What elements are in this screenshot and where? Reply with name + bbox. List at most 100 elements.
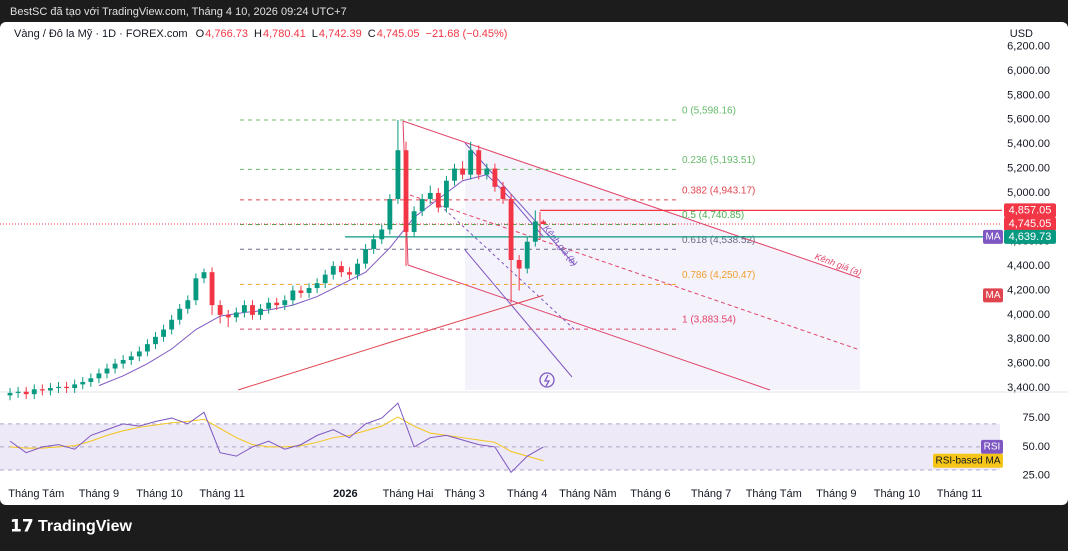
ma-long-line [238,294,544,391]
candle-body [153,336,158,345]
candle-body [306,288,312,293]
candle-body [460,168,466,175]
candle-body [395,150,401,200]
candle-body [371,239,377,250]
channel-b-line [464,249,573,378]
candle-body [524,241,530,269]
candle-body [48,388,53,391]
candle-body [96,373,102,379]
candle-body [15,391,21,393]
y-tick-label: 5,400.00 [1007,138,1050,150]
candle-body [80,381,86,385]
legend-value: 4,745.05 [377,28,420,40]
price-tag-label: 4,857.05 [1009,204,1052,216]
candle-body [355,263,360,275]
candle-body [468,150,474,175]
legend-value: 4,742.39 [319,28,362,40]
candle-body [443,180,449,208]
rsi-tag-label: RSI [984,442,1001,453]
candle-body [435,192,441,208]
candle-body [387,199,393,230]
channel-line [407,264,771,391]
y-tick-label: 4,000.00 [1007,309,1050,321]
candle-body [169,319,175,330]
candle-body [225,314,231,318]
candle-body [136,351,142,357]
candle-body [363,249,369,264]
candle-body [31,389,37,395]
candle-body [274,302,280,306]
y-tick-label: 3,400.00 [1007,382,1050,394]
candle-body [476,150,482,175]
candle-body [241,305,247,313]
rsi-tick-label: 50.00 [1022,441,1050,453]
x-tick-label: Tháng 9 [79,488,119,500]
candle-body [298,290,304,293]
candle-body [492,168,498,187]
candle-body [419,199,425,212]
rsi-tick-label: 25.00 [1022,470,1050,482]
ma-long-tag-label: MA [986,290,1001,301]
price-tag [1004,229,1056,244]
candle-body [540,221,546,225]
x-tick-label: Tháng 11 [937,488,983,500]
rsi-line [9,402,544,474]
candle-body [177,308,183,320]
candle-body [72,384,78,389]
x-tick-label: Tháng 3 [444,488,484,500]
candle-body [201,272,207,279]
candle-body [427,192,433,200]
rsi-tick-label: 75.00 [1022,412,1050,424]
y-tick-label: 5,600.00 [1007,114,1050,126]
candle-body [258,308,263,315]
candle-body [250,305,255,315]
legend-value: 4,780.41 [263,28,306,40]
candle-body [500,186,506,200]
candle-body [120,360,126,364]
candle-body [290,290,296,301]
channel-mid [409,194,861,351]
legend-key: C [368,28,376,40]
fib-label: 0.236 (5,193.51) [682,155,755,166]
rsi-ma-tag-label: RSI-based MA [935,455,1000,466]
alert-icon [539,372,555,388]
price-tag [1004,217,1056,232]
x-tick-label: Tháng Tám [8,488,64,500]
alert-icon [543,374,551,387]
channel-b-line [464,142,576,266]
ma-line [98,174,544,387]
fib-label: 0.382 (4,943.17) [682,185,755,196]
candle-body [266,302,272,309]
rsi-tag [981,439,1003,454]
x-tick-label: Tháng 10 [136,488,182,500]
y-tick-label: 5,200.00 [1007,162,1050,174]
candle-body [338,266,344,273]
legend-key: H [254,28,262,40]
y-tick-label: 5,800.00 [1007,89,1050,101]
y-tick-label: 6,000.00 [1007,65,1050,77]
candle-body [56,386,61,389]
legend-key: L [312,28,318,40]
x-tick-label: 2026 [333,488,357,500]
candle-body [452,168,457,181]
candle-body [484,168,490,175]
candle-body [39,389,45,391]
legend-key: O [196,28,205,40]
candle-body [282,300,288,306]
x-tick-label: Tháng 7 [691,488,731,500]
y-tick-label: 3,800.00 [1007,333,1050,345]
price-tag-label: 4,639.73 [1009,231,1052,243]
candle-body [7,392,13,396]
ma-tag [983,229,1003,244]
candle-body [347,272,352,275]
logo-mark: 𝟭𝟳 [10,516,34,535]
candle-body [64,386,70,389]
candle-body [403,150,409,232]
footer-logo: TradingView [38,518,133,535]
candle-body [128,356,134,360]
ma-long-tag [983,288,1003,303]
candle-body [322,274,328,284]
candle-body [209,272,215,306]
candle-body [516,260,522,269]
fib-label: 1 (3,883.54) [682,315,736,326]
